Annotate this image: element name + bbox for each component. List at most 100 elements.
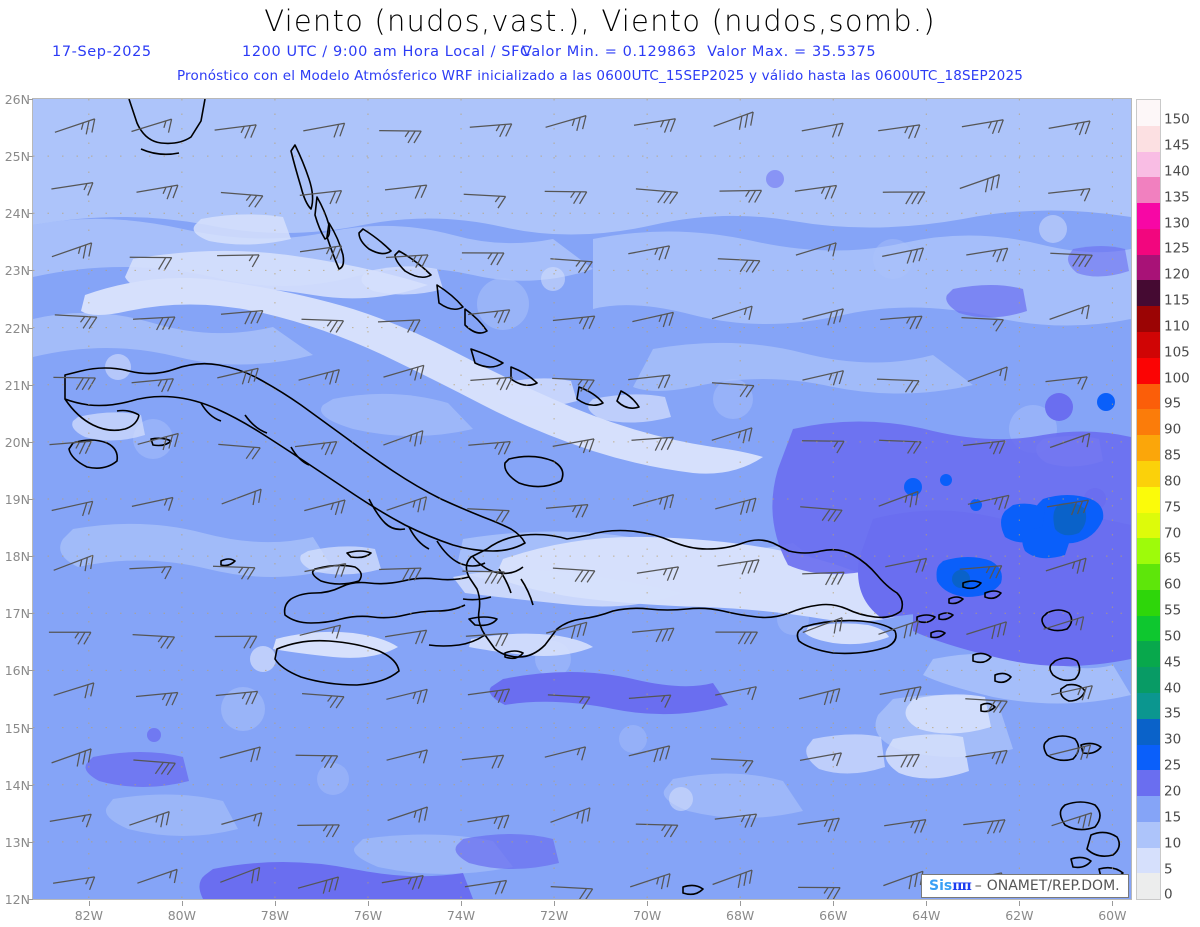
wind-barb [798, 886, 841, 899]
wind-barb [965, 698, 1008, 714]
colorbar-band-95[interactable] [1137, 383, 1160, 410]
colorbar-band-115[interactable] [1137, 280, 1160, 307]
wind-barb [386, 688, 428, 705]
colorbar-tick-label: 50 [1164, 628, 1182, 645]
wind-barb [959, 174, 1001, 193]
latitude-tick [28, 99, 33, 100]
colorbar-band-35[interactable] [1137, 692, 1160, 719]
colorbar-band-10[interactable] [1137, 821, 1160, 848]
wind-barb [51, 500, 94, 517]
colorbar-band-15[interactable] [1137, 796, 1160, 822]
wind-barb [221, 488, 262, 506]
longitude-tick [647, 901, 649, 906]
wind-barb [885, 557, 928, 573]
wind-barb [719, 189, 763, 203]
colorbar-tick-label: 150 [1164, 111, 1190, 128]
latitude-label: 13N [4, 834, 30, 850]
colorbar-tick-label: 120 [1164, 266, 1190, 283]
colorbar-band-125[interactable] [1137, 228, 1160, 255]
wind-barb [801, 440, 845, 454]
wind-barb [214, 635, 258, 649]
colorbar-band-55[interactable] [1137, 589, 1160, 616]
wind-barb [966, 621, 1008, 640]
header-subline-1: 17-Sep-2025 1200 UTC / 9:00 am Hora Loca… [0, 44, 1200, 60]
colorbar-band-50[interactable] [1137, 615, 1160, 642]
colorbar-band-25[interactable] [1137, 744, 1160, 771]
longitude-tick [1019, 901, 1021, 906]
latitude-label: 26N [4, 92, 30, 107]
latitude-label: 18N [4, 549, 30, 565]
colorbar-band-70[interactable] [1137, 512, 1160, 539]
wind-barb [53, 682, 95, 699]
colorbar-band-130[interactable] [1137, 203, 1160, 229]
forecast-date: 17-Sep-2025 [52, 44, 152, 60]
wind-barb [711, 382, 755, 398]
colorbar-tick-label: 10 [1164, 834, 1182, 851]
wind-barb [467, 309, 511, 324]
wind-barb [801, 122, 844, 138]
wind-barb [215, 690, 259, 705]
wind-barb [468, 440, 511, 455]
colorbar-band-85[interactable] [1137, 435, 1160, 461]
wind-barb [304, 562, 347, 579]
colorbar-band-0[interactable] [1137, 873, 1160, 900]
colorbar-band-150[interactable] [1137, 100, 1160, 126]
wind-barb [220, 191, 264, 208]
colorbar-band-5[interactable] [1137, 847, 1160, 874]
map-plot-area[interactable] [32, 98, 1132, 900]
wind-barb [628, 374, 671, 389]
wind-barb [218, 443, 261, 460]
value-range: Valor Min. = 0.129863 Valor Max. = 35.53… [522, 44, 876, 60]
wind-barb [379, 129, 422, 144]
wind-barb [131, 378, 174, 393]
colorbar-band-110[interactable] [1137, 306, 1160, 333]
wind-barb [54, 118, 96, 135]
colorbar-band-75[interactable] [1137, 486, 1160, 513]
latitude-tick [28, 213, 33, 215]
wind-barb [552, 438, 595, 454]
colorbar-band-140[interactable] [1137, 151, 1160, 178]
brand-symbol-icon: ππ [952, 878, 971, 894]
wind-barb [546, 621, 588, 639]
wind-barb [131, 118, 173, 133]
latitude-label: 24N [4, 206, 30, 222]
colorbar-band-30[interactable] [1137, 718, 1160, 745]
colorbar-band-20[interactable] [1137, 770, 1160, 797]
wind-barb [214, 124, 257, 139]
longitude-tick [554, 901, 556, 906]
wind-barb [713, 111, 754, 130]
colorbar-band-105[interactable] [1137, 332, 1160, 358]
watermark-logo: Sis ππ – ONAMET/REP.DOM. [921, 874, 1129, 898]
colorbar-band-45[interactable] [1137, 641, 1160, 668]
longitude-label: 70W [632, 908, 662, 923]
colorbar-tick-label: 135 [1164, 188, 1190, 205]
wind-barb [797, 817, 840, 833]
colorbar-band-60[interactable] [1137, 564, 1160, 590]
wind-barb [635, 823, 679, 838]
colorbar-band-40[interactable] [1137, 667, 1160, 693]
wind-barb [545, 114, 587, 131]
wind-barb [880, 315, 923, 330]
wind-barb [297, 876, 340, 894]
wind-barb [547, 694, 591, 710]
colorbar-tick-label: 35 [1164, 705, 1182, 722]
wind-barb [219, 746, 261, 763]
latitude-tick [28, 556, 33, 558]
wind-barb [462, 570, 505, 585]
colorbar[interactable] [1136, 99, 1161, 900]
colorbar-band-120[interactable] [1137, 254, 1160, 281]
brand-prefix: Sis [929, 878, 953, 894]
colorbar-band-145[interactable] [1137, 125, 1160, 152]
colorbar-band-135[interactable] [1137, 177, 1160, 204]
colorbar-tick-label: 100 [1164, 369, 1190, 386]
latitude-label: 20N [4, 434, 30, 450]
colorbar-band-80[interactable] [1137, 460, 1160, 487]
colorbar-tick-label: 140 [1164, 163, 1190, 180]
wind-barb [552, 377, 595, 393]
colorbar-band-65[interactable] [1137, 538, 1160, 565]
longitude-label: 64W [912, 908, 941, 923]
colorbar-band-100[interactable] [1137, 357, 1160, 384]
value-min: Valor Min. = 0.129863 [522, 44, 697, 60]
colorbar-band-90[interactable] [1137, 409, 1160, 436]
wind-barb [802, 370, 844, 386]
